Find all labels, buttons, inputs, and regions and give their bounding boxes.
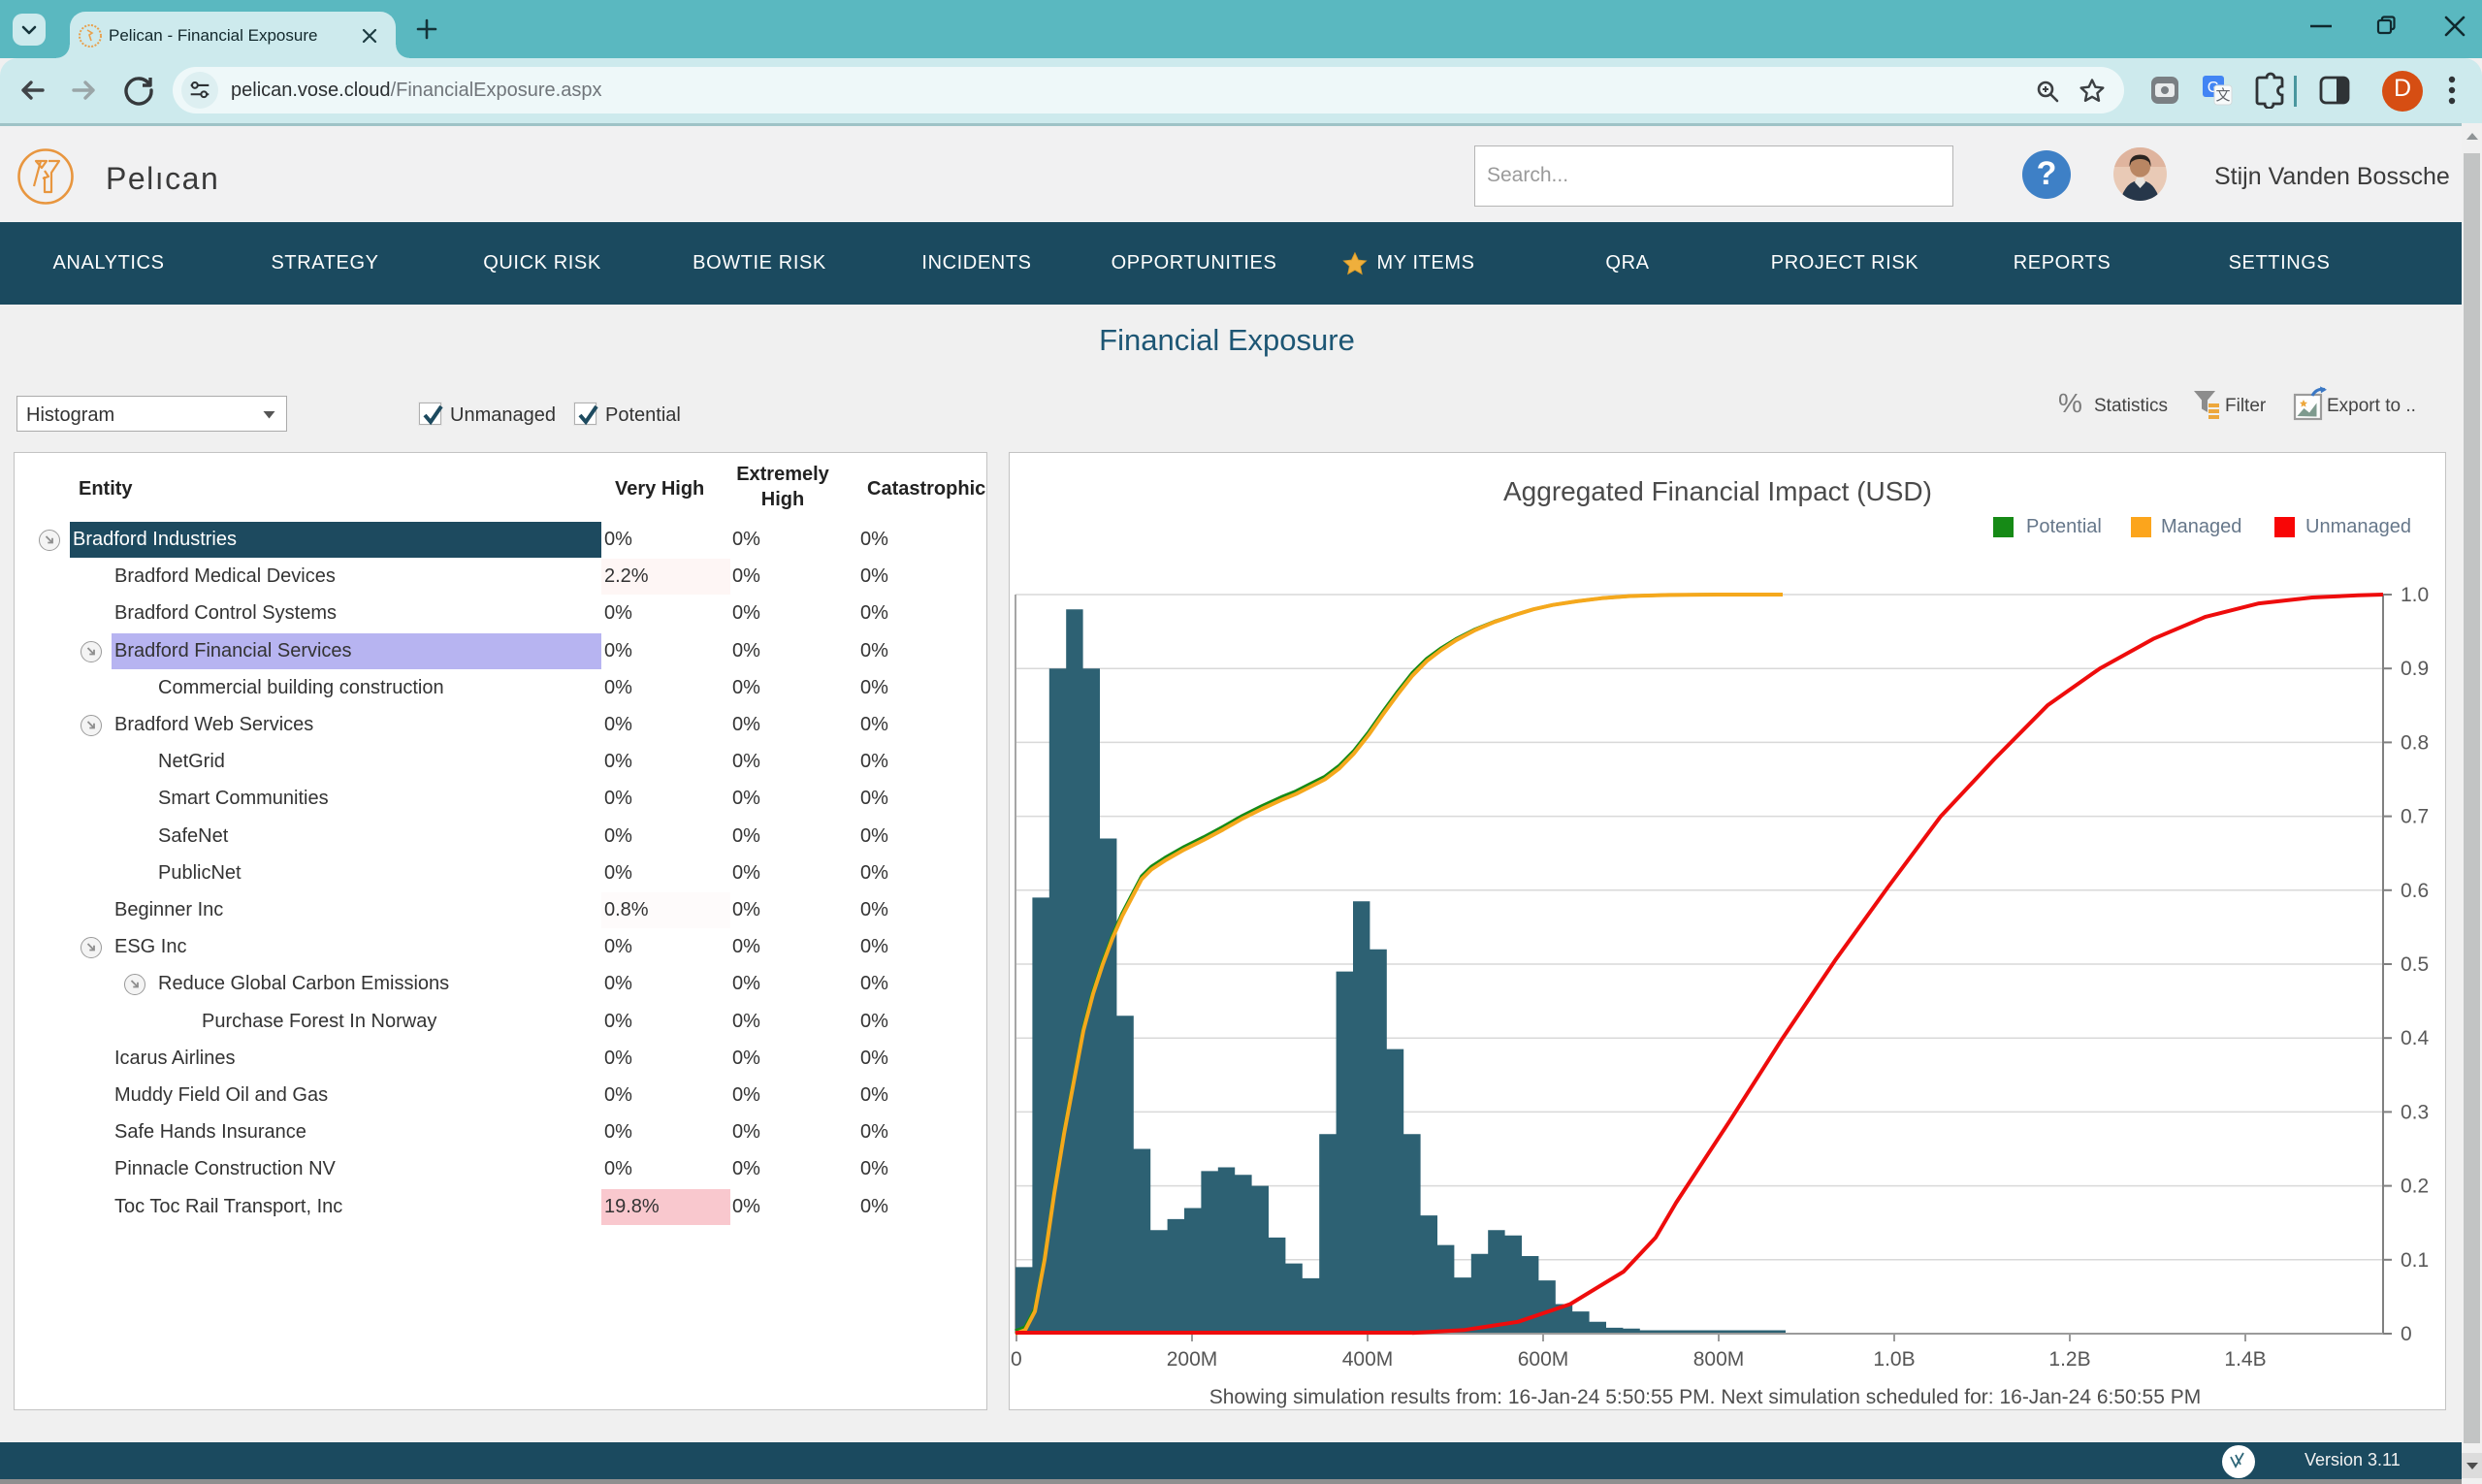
svg-text:0.1: 0.1: [2401, 1249, 2429, 1272]
svg-text:1.0: 1.0: [2401, 584, 2429, 606]
svg-text:800M: 800M: [1693, 1348, 1745, 1371]
svg-text:0: 0: [1011, 1348, 1022, 1371]
svg-text:400M: 400M: [1342, 1348, 1394, 1371]
svg-text:0.3: 0.3: [2401, 1101, 2429, 1123]
svg-text:0: 0: [2401, 1323, 2412, 1345]
svg-text:0.2: 0.2: [2401, 1176, 2429, 1198]
svg-text:0.9: 0.9: [2401, 658, 2429, 680]
svg-text:0.8: 0.8: [2401, 731, 2429, 754]
svg-text:0.6: 0.6: [2401, 880, 2429, 902]
svg-text:1.4B: 1.4B: [2224, 1348, 2266, 1371]
svg-text:200M: 200M: [1167, 1348, 1218, 1371]
svg-text:0.5: 0.5: [2401, 953, 2429, 976]
svg-text:1.2B: 1.2B: [2048, 1348, 2090, 1371]
svg-text:600M: 600M: [1518, 1348, 1569, 1371]
svg-text:0.7: 0.7: [2401, 806, 2429, 828]
svg-text:文: 文: [2215, 87, 2230, 104]
svg-text:0.4: 0.4: [2401, 1027, 2430, 1049]
svg-text:1.0B: 1.0B: [1873, 1348, 1915, 1371]
